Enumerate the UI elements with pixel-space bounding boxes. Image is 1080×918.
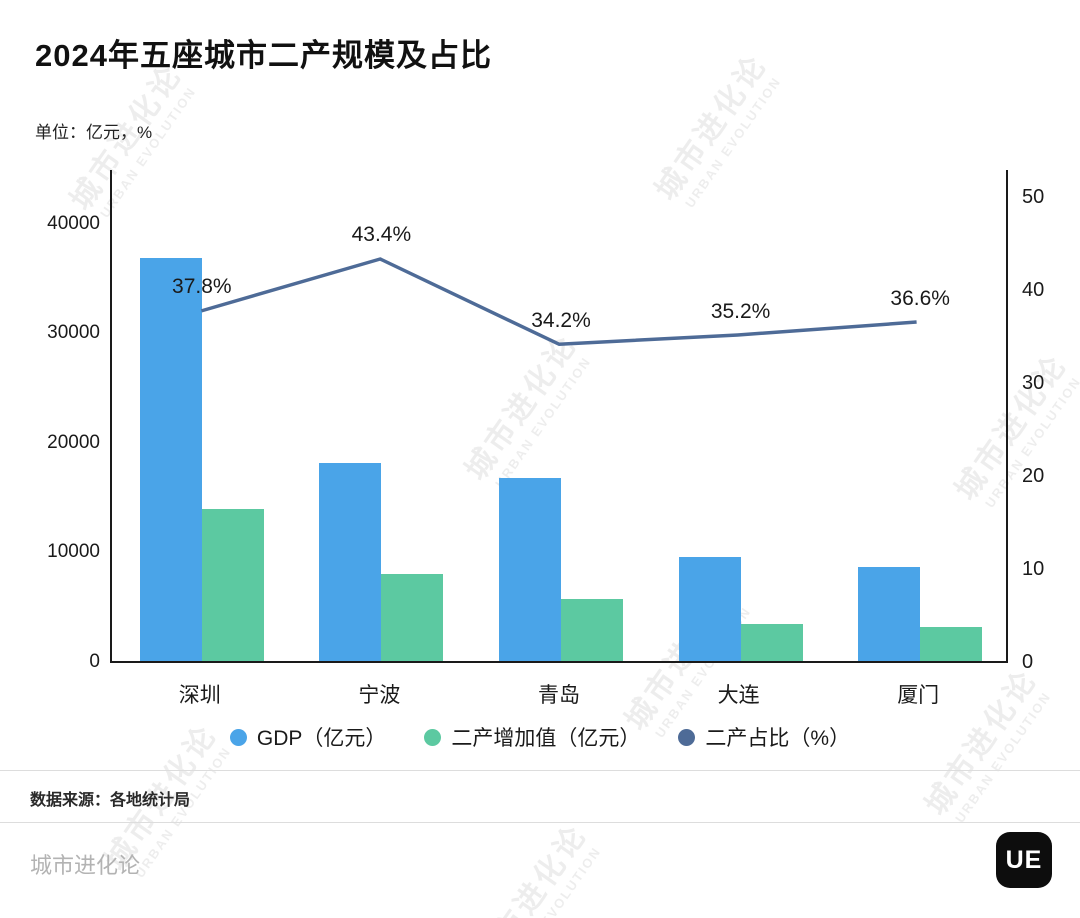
- gdp-bar: [139, 257, 202, 661]
- left-axis-tick: 10000: [47, 541, 100, 563]
- right-axis-tick: 40: [1022, 278, 1045, 301]
- share-point-label: 35.2%: [710, 299, 771, 323]
- x-axis-label: 大连: [717, 684, 760, 707]
- legend-dot: [229, 728, 247, 746]
- gdp-bar: [678, 556, 741, 661]
- divider: [0, 770, 1080, 771]
- share-point-label: 34.2%: [531, 308, 591, 332]
- legend-item: 二产增加值（亿元）: [424, 722, 640, 752]
- secondary-industry-bar: [381, 574, 444, 661]
- page-title: 2024年五座城市二产规模及占比: [35, 38, 492, 73]
- left-axis-tick: 20000: [47, 431, 100, 453]
- secondary-industry-bar: [561, 598, 623, 661]
- right-axis-tick: 50: [1022, 185, 1045, 208]
- watermark-cn-text: 城市进化论: [469, 818, 594, 918]
- x-axis-label: 青岛: [538, 684, 580, 707]
- legend-dot: [424, 728, 442, 746]
- brand-logo: UE: [996, 832, 1052, 888]
- share-line-path: [200, 257, 917, 346]
- unit-label: 单位：亿元，%: [35, 123, 153, 142]
- right-axis-tick: 30: [1022, 371, 1045, 394]
- right-axis-tick: 0: [1022, 651, 1034, 673]
- chart-legend: GDP（亿元） 二产增加值（亿元） 二产占比（%）: [0, 722, 1080, 752]
- x-axis-label: 宁波: [358, 684, 401, 707]
- right-axis-tick: 20: [1022, 464, 1045, 487]
- legend-label: GDP（亿元）: [256, 727, 387, 750]
- secondary-industry-bar: [920, 626, 983, 661]
- gdp-bar: [319, 462, 382, 661]
- left-axis-tick: 40000: [47, 212, 100, 234]
- right-axis-tick: 10: [1022, 557, 1045, 580]
- watermark-en-text: URBAN EVOLUTION: [502, 843, 605, 918]
- share-point-label: 36.6%: [890, 286, 950, 310]
- legend-label: 二产增加值（亿元）: [451, 727, 641, 750]
- share-point-label: 37.8%: [172, 275, 232, 299]
- x-axis-label: 深圳: [178, 684, 221, 707]
- data-source: 数据来源：各地统计局: [30, 792, 191, 809]
- legend-dot: [678, 728, 696, 746]
- secondary-industry-bar: [740, 624, 803, 661]
- secondary-industry-bar: [201, 508, 264, 661]
- left-axis-tick: 30000: [47, 322, 100, 344]
- divider: [0, 822, 1080, 823]
- gdp-bar: [858, 566, 921, 661]
- watermark-en-text: URBAN EVOLUTION: [132, 743, 235, 881]
- legend-item: 二产占比（%）: [678, 722, 850, 752]
- legend-label: 二产占比（%）: [705, 727, 851, 750]
- footer-brand: 城市进化论: [30, 853, 141, 878]
- gdp-bar: [499, 478, 561, 661]
- x-axis-label: 厦门: [897, 684, 940, 707]
- share-line: [200, 257, 917, 346]
- left-axis-tick: 0: [89, 651, 100, 672]
- chart-plot-area: 37.8% 43.4% 34.2% 35.2% 36.6%: [110, 170, 1008, 663]
- share-point-label: 43.4%: [351, 223, 412, 247]
- legend-item: GDP（亿元）: [229, 722, 387, 752]
